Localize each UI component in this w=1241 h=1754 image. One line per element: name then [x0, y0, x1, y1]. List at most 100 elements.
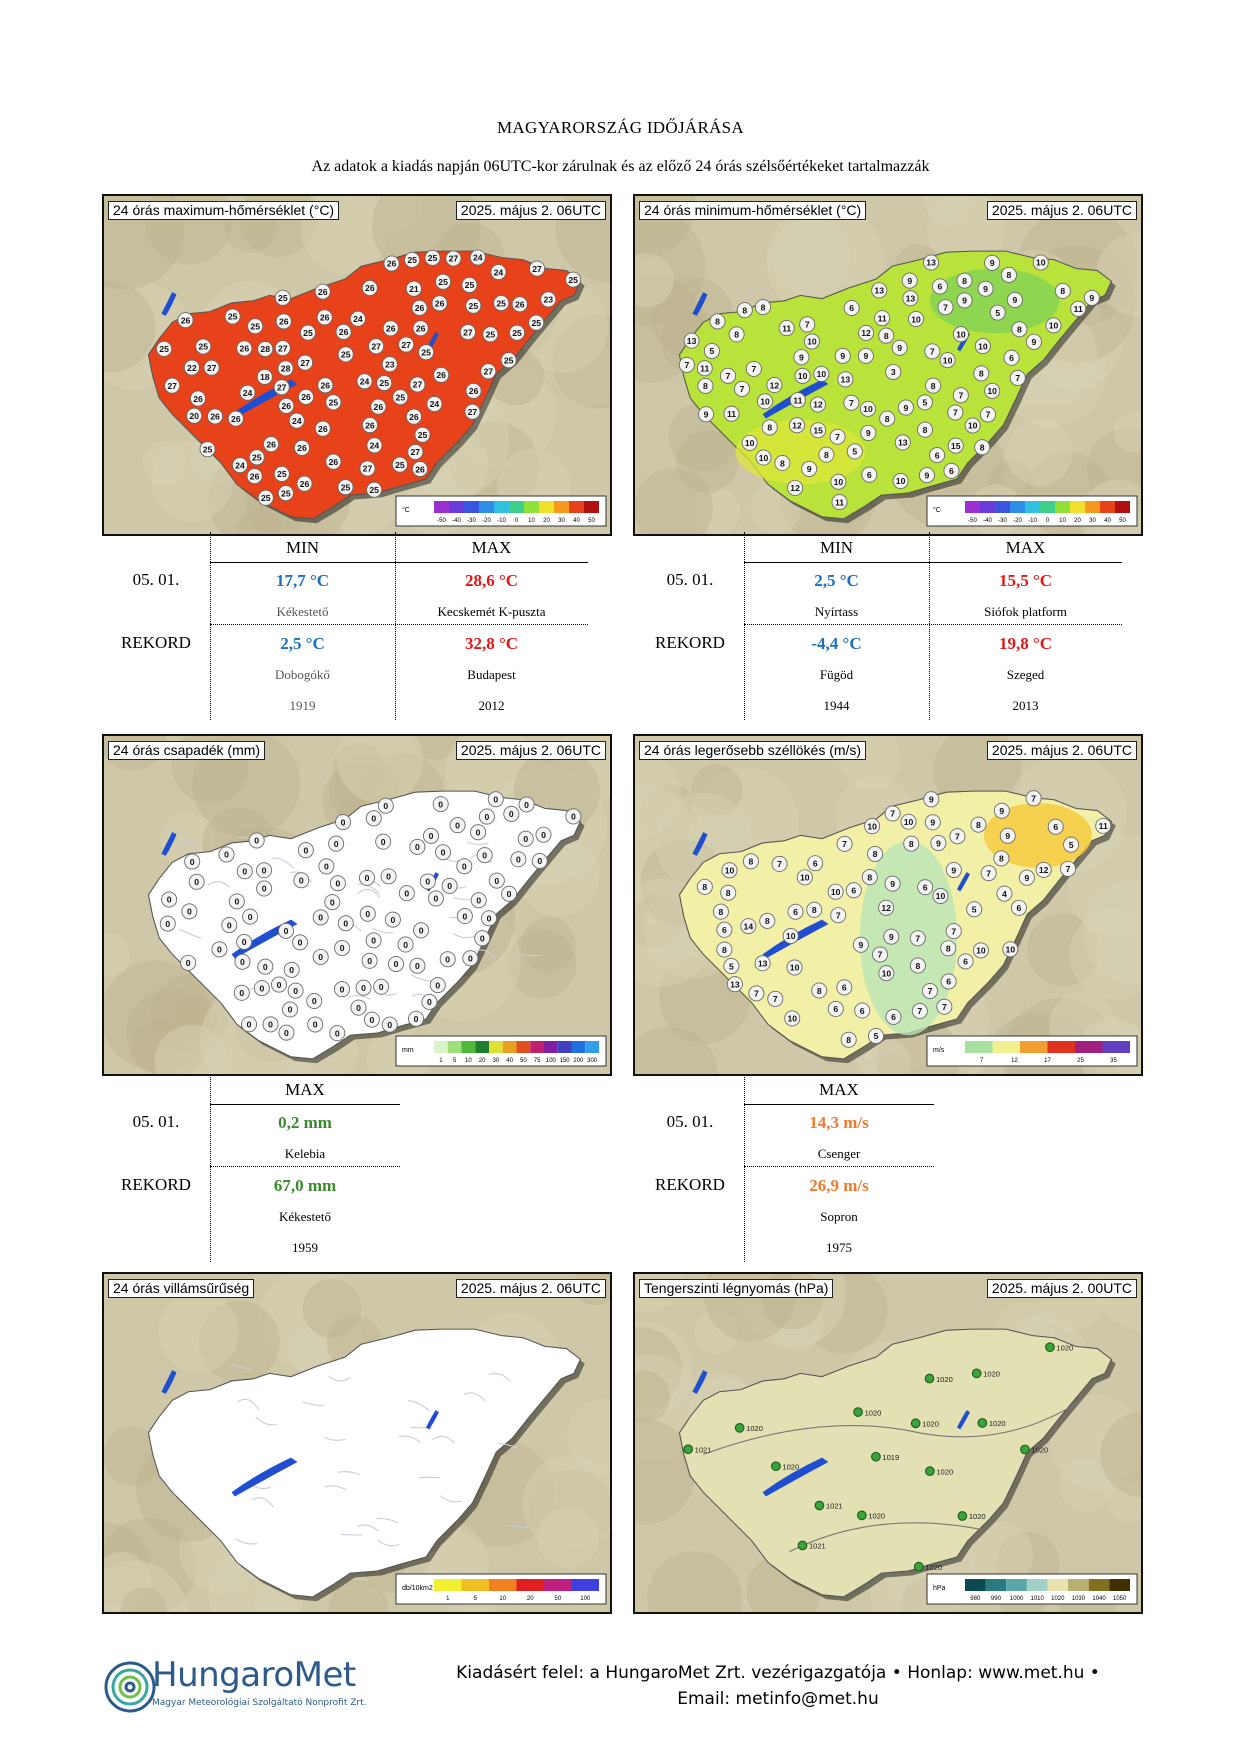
station-value: 24	[473, 253, 483, 263]
station-marker	[716, 921, 733, 938]
station-marker	[277, 360, 294, 377]
map-pressure-canvas: 1021 1021 1020 1020 1020 1020 1021 1020 1020 1020…	[635, 1274, 1141, 1612]
legend-swatch	[509, 501, 524, 513]
station-value: 0	[343, 918, 348, 928]
station-marker	[435, 273, 452, 290]
station-marker	[974, 439, 991, 456]
station-value: 0	[507, 889, 512, 899]
row-date-label: 05. 01.	[666, 570, 714, 589]
station-marker	[288, 412, 305, 429]
legend-swatch	[502, 1041, 517, 1053]
station-marker	[278, 922, 295, 939]
station-marker	[909, 957, 926, 974]
legend-tick: 1050	[1113, 1596, 1127, 1602]
station-value: 1020	[969, 1512, 986, 1521]
station-marker	[365, 810, 382, 827]
station-marker	[414, 426, 431, 443]
station-marker	[427, 890, 444, 907]
station-marker	[993, 850, 1010, 867]
station-value: 0	[242, 866, 247, 876]
station-value: 26	[301, 392, 311, 402]
station-value: 7	[1066, 864, 1071, 874]
station-marker	[456, 908, 473, 925]
station-value: 8	[742, 305, 747, 315]
station-marker	[840, 1031, 857, 1048]
station-value: 10	[943, 355, 953, 365]
station-value: 8	[824, 450, 829, 460]
station-value: 8	[884, 331, 889, 341]
station-value: 11	[878, 313, 887, 323]
station-value: 0	[447, 881, 452, 891]
station-value: 8	[885, 414, 890, 424]
station-value: 25	[281, 488, 291, 498]
col-min-header: MIN	[819, 538, 854, 557]
map-lightning-canvas: db/10km2 1 5 10 20 50 100	[104, 1274, 610, 1612]
station-marker	[540, 291, 557, 308]
legend-swatch	[1047, 1041, 1075, 1053]
station-marker	[221, 917, 238, 934]
station-marker	[366, 437, 383, 454]
station-value: 0	[438, 799, 443, 809]
station-marker	[368, 338, 385, 355]
station-value: 26	[365, 283, 375, 293]
station-value: 0	[468, 953, 473, 963]
legend-tick: 100	[580, 1596, 591, 1602]
station-marker	[429, 977, 446, 994]
station-marker	[456, 858, 473, 875]
station-marker	[801, 460, 818, 477]
legend-swatch	[584, 501, 599, 513]
station-value: 0	[263, 962, 268, 972]
station-value: 6	[867, 470, 872, 480]
station-marker	[445, 250, 462, 267]
legend-tick: 990	[991, 1596, 1002, 1602]
station-value: 9	[999, 806, 1004, 816]
station-value: 26	[210, 412, 220, 422]
station-value: 26	[365, 420, 375, 430]
station-value: 10	[867, 821, 877, 831]
station-marker	[199, 441, 216, 458]
station-marker	[909, 930, 926, 947]
station-value: 5	[995, 308, 1000, 318]
station-marker	[784, 1010, 801, 1027]
station-marker	[509, 324, 526, 341]
station-value: 0	[371, 814, 376, 824]
station-marker	[723, 405, 740, 422]
legend-swatch	[1040, 501, 1055, 513]
station-value: 0	[299, 875, 304, 885]
station-value: 6	[1053, 822, 1058, 832]
station-marker	[433, 366, 450, 383]
station-marker	[314, 283, 331, 300]
station-value: 1020	[936, 1467, 953, 1476]
station-value: 7	[805, 320, 810, 330]
station-value: 0	[403, 940, 408, 950]
station-value: 8	[780, 458, 785, 468]
station-marker	[271, 976, 287, 993]
legend-tick: -10	[497, 518, 506, 524]
station-marker	[293, 439, 310, 456]
station-value: 10	[956, 329, 966, 339]
station-value: 6	[793, 907, 798, 917]
station-value: 0	[480, 933, 485, 943]
station-marker	[161, 891, 178, 908]
station-marker	[827, 1000, 844, 1017]
station-marker	[359, 869, 375, 886]
legend-tick: 5	[453, 1058, 457, 1064]
station-marker	[409, 838, 426, 855]
legend-tick: -50	[968, 518, 977, 524]
station-value: 0	[313, 1020, 318, 1030]
station-value: 8	[909, 839, 914, 849]
legend-swatch	[585, 1041, 599, 1053]
station-marker	[246, 468, 263, 485]
station-marker	[325, 453, 342, 470]
station-value: 27	[463, 327, 473, 337]
station-marker	[363, 1011, 380, 1028]
station-value: 0	[335, 878, 340, 888]
station-marker	[529, 260, 546, 277]
station-value: 0	[455, 820, 460, 830]
legend-swatch	[992, 1041, 1020, 1053]
station-value: 10	[817, 369, 827, 379]
station-value: 7	[751, 364, 756, 374]
station-value: 0	[462, 861, 467, 871]
legend-swatch	[544, 1579, 572, 1591]
station-value: 7	[754, 989, 759, 999]
